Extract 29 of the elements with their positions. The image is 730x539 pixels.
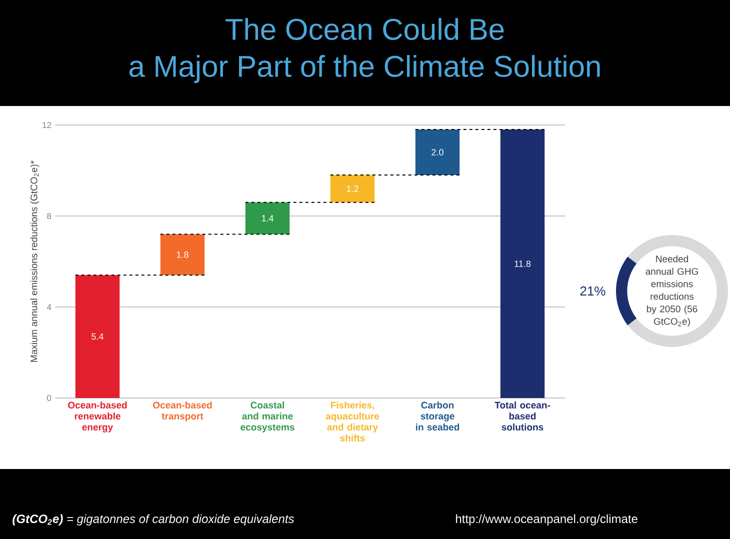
y-tick-label: 8 — [47, 212, 52, 220]
data-label: 1.4 — [262, 215, 274, 222]
bar — [330, 175, 375, 202]
y-tick-label: 4 — [46, 304, 52, 310]
y-tick-label: 12 — [42, 122, 52, 128]
bar — [500, 130, 545, 398]
bar — [415, 130, 460, 176]
y-tick-label: 0 — [47, 395, 52, 402]
data-label: 1.2 — [346, 186, 358, 192]
bar — [245, 202, 290, 234]
bar — [160, 234, 205, 276]
y-axis-title: Maxium annual emissions reductions (GtCO$_{2}$e)* — [30, 160, 40, 362]
data-label: 5.4 — [92, 333, 104, 340]
x-tick-label: Total ocean-based solutions — [494, 402, 550, 431]
text: http://www.oceanpanel.org/climate — [456, 514, 638, 526]
x-tick-label: Coastal and marine ecosystems — [240, 402, 294, 432]
chart-title: The Ocean Could Be — [226, 18, 504, 40]
text: (GtCO$_{2}$e) = gigatonnes of carbon dioxide equivalents — [12, 514, 294, 526]
data-label: 21% — [580, 286, 606, 296]
chart-subtitle: a Major Part of the Climate Solution — [129, 55, 600, 83]
x-tick-label: Fisheries, aquaculture and dietary shifts — [326, 402, 380, 442]
x-tick-label: Carbon storage in seabed — [416, 402, 460, 431]
bar — [75, 275, 120, 398]
data-label: 11.8 — [514, 260, 531, 267]
x-tick-label: Ocean-based transport — [153, 402, 212, 422]
data-label: 2.0 — [432, 149, 444, 156]
x-tick-label: Ocean-based renewable energy — [68, 402, 127, 432]
text: Needed annual GHG emissions reductions by 2050 (56 GtCO$_{2}$e) — [646, 255, 698, 327]
data-label: 1.8 — [176, 251, 188, 258]
